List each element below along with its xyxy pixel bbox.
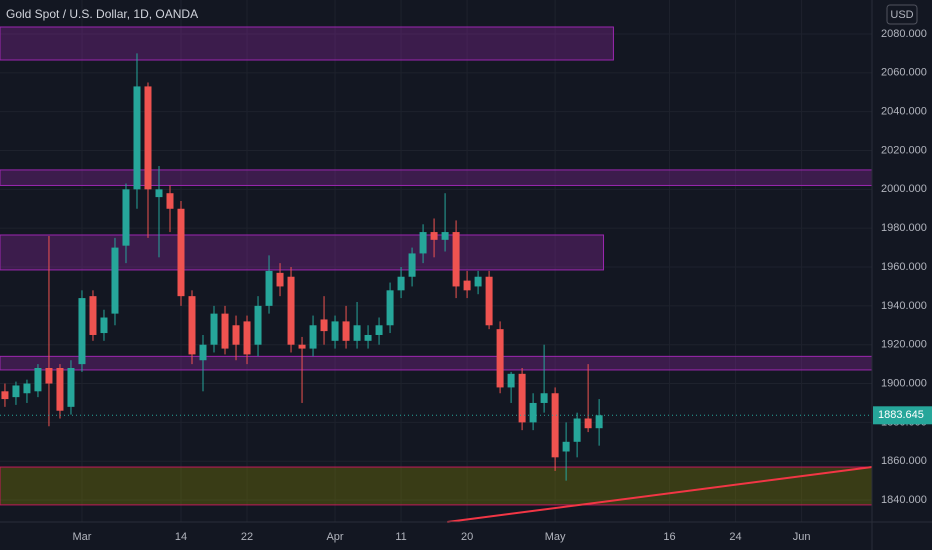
y-tick-label: 2040.000: [881, 106, 927, 118]
y-tick-label: 2020.000: [881, 144, 927, 156]
candle-body: [243, 321, 251, 355]
candles: [1, 53, 603, 481]
chart-title: Gold Spot / U.S. Dollar, 1D, OANDA: [6, 7, 198, 21]
last-price-box: [873, 406, 932, 425]
zone: [0, 234, 605, 271]
last-price-label: 1883.645: [878, 409, 924, 421]
candle-body: [320, 319, 328, 332]
candle-body: [551, 393, 559, 458]
candle-body: [188, 296, 196, 355]
candle-body: [56, 368, 64, 411]
candle-body: [496, 329, 504, 388]
candle-body: [100, 317, 108, 334]
candle-body: [89, 296, 97, 335]
x-tick-label: 22: [241, 531, 253, 543]
x-tick-label: May: [545, 531, 566, 543]
candle-body: [1, 391, 9, 400]
y-tick-label: 1900.000: [881, 377, 927, 389]
candle-body: [386, 290, 394, 326]
y-tick-label: 1940.000: [881, 300, 927, 312]
y-tick-label: 1980.000: [881, 222, 927, 234]
candle-body: [232, 325, 240, 345]
candle-body: [133, 86, 141, 190]
axes: 1840.0001860.0001880.0001900.0001920.000…: [72, 28, 932, 543]
zone: [0, 26, 614, 61]
candle-body: [540, 393, 548, 403]
x-tick-label: 14: [175, 531, 187, 543]
candle-body: [276, 272, 284, 287]
candle-body: [155, 189, 163, 198]
candle-body: [78, 298, 86, 365]
candle-body: [309, 325, 317, 349]
y-tick-label: 1840.000: [881, 494, 927, 506]
candle-body: [265, 270, 273, 306]
zone: [0, 355, 873, 371]
candle-body: [144, 86, 152, 190]
candle-body: [298, 344, 306, 349]
candle-body: [463, 280, 471, 291]
candle-body: [573, 418, 581, 442]
candle-body: [254, 305, 262, 345]
trend-line: [447, 466, 873, 523]
candle-body: [199, 344, 207, 361]
x-tick-label: Mar: [72, 531, 91, 543]
candle-body: [23, 383, 31, 394]
candle-body: [507, 373, 515, 388]
x-tick-label: 24: [729, 531, 741, 543]
candle-body: [452, 232, 460, 287]
zone: [0, 169, 873, 186]
candle-body: [518, 373, 526, 423]
candle-body: [562, 441, 570, 452]
x-tick-label: Jun: [793, 531, 811, 543]
x-tick-label: 20: [461, 531, 473, 543]
candle-body: [122, 189, 130, 246]
candle-body: [595, 415, 603, 429]
candle-body: [474, 276, 482, 287]
candle-body: [529, 402, 537, 423]
candle-body: [45, 368, 53, 384]
y-tick-label: 2000.000: [881, 183, 927, 195]
y-tick-label: 2080.000: [881, 28, 927, 40]
candle-body: [485, 276, 493, 326]
candle-body: [287, 276, 295, 345]
candle-body: [67, 368, 75, 407]
candle-body: [397, 276, 405, 291]
overlay: [0, 414, 873, 523]
candle-body: [584, 418, 592, 429]
candle-body: [111, 247, 119, 314]
y-tick-label: 2060.000: [881, 67, 927, 79]
candle-body: [375, 325, 383, 335]
currency-box[interactable]: [886, 4, 918, 25]
candle-body: [12, 385, 20, 398]
currency[interactable]: USD: [890, 9, 913, 21]
zones: [0, 26, 873, 506]
candle-body: [221, 313, 229, 349]
x-tick-label: Apr: [326, 531, 343, 543]
candle-body: [342, 321, 350, 341]
candle-body: [210, 313, 218, 345]
candle-body: [177, 208, 185, 297]
candle-body: [331, 321, 339, 341]
candle-body: [166, 193, 174, 209]
x-tick-label: 11: [395, 531, 406, 543]
y-tick-label: 1960.000: [881, 261, 927, 273]
candle-body: [353, 325, 361, 341]
candle-body: [34, 368, 42, 392]
candle-body: [364, 334, 372, 341]
y-tick-label: 1920.000: [881, 339, 927, 351]
candle-body: [419, 232, 427, 254]
candle-body: [441, 232, 449, 240]
candle-body: [430, 232, 438, 240]
zone: [0, 466, 873, 506]
candle-body: [408, 253, 416, 277]
y-tick-label: 1860.000: [881, 455, 927, 467]
x-tick-label: 16: [663, 531, 675, 543]
